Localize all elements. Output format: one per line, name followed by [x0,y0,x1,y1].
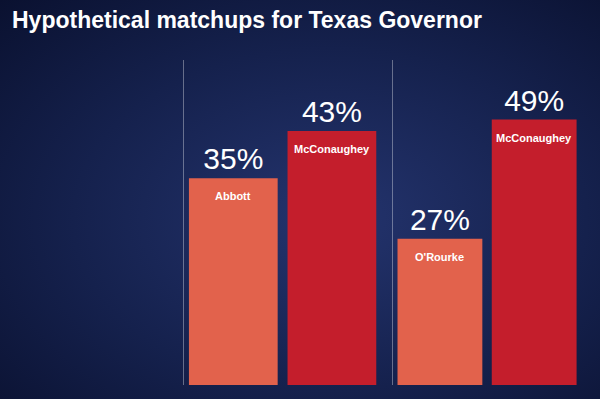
svg-text:Hypothetical matchups for Texa: Hypothetical matchups for Texas Governor [12,7,482,33]
svg-text:35%: 35% [203,142,263,175]
svg-text:McConaughey: McConaughey [294,143,370,155]
svg-text:43%: 43% [302,95,362,128]
svg-text:Abbott: Abbott [215,190,251,202]
svg-text:49%: 49% [504,84,564,117]
svg-text:O'Rourke: O'Rourke [415,251,464,263]
svg-text:27%: 27% [410,203,470,236]
svg-text:McConaughey: McConaughey [496,132,572,144]
